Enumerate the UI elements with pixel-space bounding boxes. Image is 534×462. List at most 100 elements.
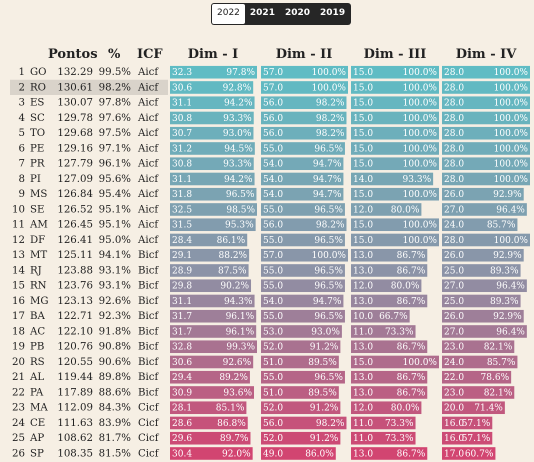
icf-class: Aicf [137, 82, 159, 93]
dim-3-percent: 86.7% [397, 449, 426, 459]
table-row: 17 BA 122.71 92.3% Bicf 31.7 96.1% 55.0 96.5% 10.… [12, 309, 524, 323]
dim-2-score: 56.0 [263, 419, 283, 429]
dim-3-score: 13.0 [353, 297, 373, 307]
dim-3-percent: 86.7% [397, 343, 426, 353]
dim-2-score: 56.0 [263, 99, 283, 109]
dim-4-percent: 82.1% [484, 388, 513, 398]
tab-2020[interactable]: 2020 [284, 8, 311, 18]
dim-4-score: 28.0 [444, 129, 464, 139]
state-code: ES [30, 98, 44, 109]
dim-3-percent: 100.0% [403, 129, 438, 139]
tab-2019[interactable]: 2019 [320, 8, 346, 18]
dim-2-score: 57.0 [263, 68, 283, 78]
dim-4-bar [442, 431, 493, 445]
dim-1-bar [170, 431, 251, 445]
rank: 16 [12, 296, 25, 307]
dim-3-bar [351, 248, 428, 262]
points-value: 125.11 [57, 250, 93, 261]
points-value: 123.88 [57, 265, 93, 276]
rank: 5 [19, 128, 25, 139]
icf-class: Cicf [138, 418, 160, 429]
dim-2-bar [261, 355, 339, 369]
rank: 7 [19, 159, 25, 170]
table-row: 24 CE 111.63 83.9% Cicf 28.6 86.8% 56.0 98.2% 11.… [12, 416, 493, 430]
dim-4-score: 28.0 [444, 114, 464, 124]
dim-3-percent: 100.0% [403, 358, 438, 368]
table-row: 23 MA 112.09 84.3% Cicf 28.1 85.1% 52.0 91.2% 12.… [12, 401, 505, 415]
dim-2-bar [261, 370, 345, 384]
dim-2-score: 56.0 [263, 114, 283, 124]
dim-4-score: 23.0 [444, 343, 464, 353]
state-code: PE [30, 143, 44, 154]
dim-1-bar [170, 142, 255, 155]
dim-3-score: 12.0 [353, 282, 373, 292]
rank: 2 [19, 82, 25, 93]
dim-4-score: 26.0 [444, 251, 464, 261]
dim-3-percent: 86.7% [397, 297, 426, 307]
dim-1-bar [170, 65, 257, 79]
dim-1-percent: 96.1% [226, 327, 255, 337]
dim-1-score: 30.4 [172, 449, 192, 459]
dim-3-percent: 80.0% [391, 404, 420, 414]
dim-1-bar [170, 264, 249, 277]
tab-2022[interactable]: 2022 [212, 4, 245, 24]
points-value: 122.71 [57, 311, 93, 322]
dim-3-bar [351, 203, 422, 216]
dim-1-bar [170, 279, 252, 293]
points-value: 129.68 [57, 128, 93, 139]
dim-4-score: 24.0 [444, 358, 464, 368]
dim-2-score: 54.0 [263, 175, 283, 185]
dim-2-bar [261, 218, 347, 232]
dim-1-bar [170, 340, 257, 354]
icf-class: Bicf [138, 281, 159, 292]
dim-1-score: 30.6 [172, 358, 192, 368]
rank: 26 [12, 448, 25, 459]
dim-4-percent: 85.7% [487, 358, 516, 368]
dim-2-percent: 91.2% [310, 343, 339, 353]
icf-class: Bicf [138, 311, 159, 322]
dim-1-score: 30.9 [172, 388, 192, 398]
dim-1-percent: 99.3% [226, 343, 255, 353]
table-row: 5 TO 129.68 97.5% Aicf 30.7 93.0% 56.0 98.2% 15.0… [19, 126, 530, 140]
icf-class: Bicf [138, 265, 159, 276]
dim-3-score: 11.0 [353, 327, 373, 337]
dim-2-percent: 89.5% [308, 388, 337, 398]
rank: 9 [19, 189, 25, 200]
dim-2-score: 55.0 [263, 144, 283, 154]
dim-3-bar [351, 309, 410, 323]
dim-4-score: 27.0 [444, 282, 464, 292]
header-icf: ICF [137, 47, 163, 62]
dim-3-percent: 100.0% [403, 160, 438, 170]
state-code: MT [30, 250, 47, 261]
dim-2-percent: 98.2% [316, 419, 345, 429]
dim-2-score: 52.0 [263, 404, 283, 414]
dim-3-score: 15.0 [353, 144, 373, 154]
dim-1-score: 31.7 [172, 327, 192, 337]
dim-2-bar [261, 81, 348, 94]
dim-1-bar [170, 172, 255, 186]
dim-2-bar [261, 126, 347, 140]
points-value: 127.09 [57, 174, 93, 185]
dim-4-percent: 89.3% [490, 297, 519, 307]
dim-1-score: 30.8 [172, 114, 192, 124]
points-value: 129.16 [57, 143, 93, 154]
dim-2-percent: 94.7% [313, 297, 342, 307]
dim-4-percent: 96.4% [496, 205, 525, 215]
percent-value: 97.8% [99, 98, 132, 109]
dim-2-score: 55.0 [263, 282, 283, 292]
dim-4-score: 20.0 [444, 404, 464, 414]
tab-2021[interactable]: 2021 [249, 8, 275, 18]
rank: 4 [19, 113, 25, 124]
points-value: 120.55 [57, 357, 93, 368]
dim-2-percent: 98.2% [316, 99, 345, 109]
dim-2-score: 55.0 [263, 312, 283, 322]
table-row: 14 RJ 123.88 93.1% Bicf 28.9 87.5% 55.0 96.5% 13.… [12, 264, 521, 277]
dim-1-score: 30.6 [172, 83, 192, 93]
dim-4-score: 24.0 [444, 221, 464, 231]
dim-4-percent: 100.0% [494, 114, 529, 124]
dim-2-percent: 98.2% [316, 129, 345, 139]
rank: 13 [12, 250, 25, 261]
state-code: TO [30, 128, 45, 139]
state-code: RS [30, 357, 45, 368]
